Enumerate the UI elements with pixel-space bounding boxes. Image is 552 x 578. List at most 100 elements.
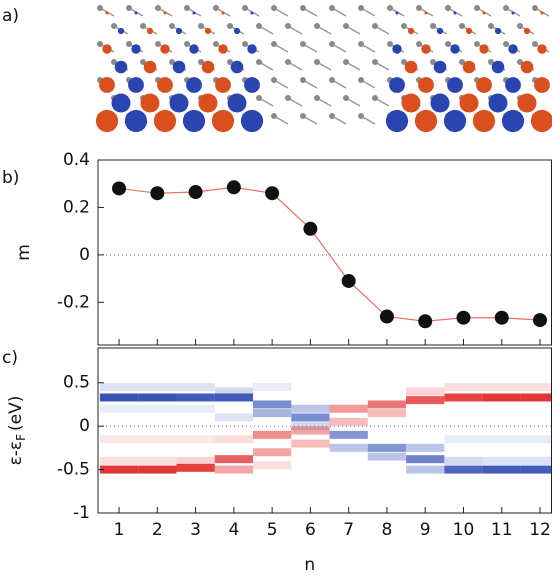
- atom: [271, 5, 277, 11]
- orbital-lobe: [537, 44, 547, 54]
- orbital-lobe: [204, 27, 212, 35]
- marker: [341, 273, 356, 288]
- x-tick-label: 11: [491, 520, 513, 540]
- orbital-lobe: [447, 77, 463, 93]
- x-tick-label: 10: [453, 520, 475, 540]
- level-band: [482, 393, 521, 402]
- level-band: [367, 400, 407, 409]
- atom: [401, 23, 407, 29]
- level-band: [482, 383, 521, 392]
- atom: [503, 5, 509, 11]
- atom: [256, 23, 262, 29]
- atom: [459, 59, 465, 65]
- level-band: [214, 465, 253, 474]
- atom: [213, 41, 219, 47]
- atom: [488, 59, 494, 65]
- level-band: [406, 387, 445, 396]
- atom: [517, 59, 523, 65]
- level-band: [138, 435, 177, 444]
- orbital-lobe: [414, 109, 438, 133]
- level-band: [367, 443, 407, 452]
- orbital-lobe: [250, 11, 254, 15]
- x-tick-label: 8: [382, 520, 393, 540]
- level-band: [291, 426, 330, 435]
- atom: [343, 95, 349, 101]
- atom: [517, 23, 523, 29]
- orbital-lobe: [102, 44, 112, 54]
- atom: [155, 41, 161, 47]
- level-band: [406, 455, 445, 464]
- orbital-lobe: [233, 27, 241, 35]
- orbital-lobe: [211, 109, 235, 133]
- y-tick-label: 0: [79, 245, 90, 265]
- y-tick-label: -0.2: [57, 292, 90, 312]
- x-tick-label: 4: [228, 520, 239, 540]
- atom: [300, 113, 306, 119]
- orbital-lobe: [436, 27, 444, 35]
- atom: [271, 77, 277, 83]
- atom: [532, 41, 538, 47]
- atom: [285, 23, 291, 29]
- level-band: [176, 404, 215, 413]
- atom: [227, 59, 233, 65]
- atom: [329, 77, 335, 83]
- level-band: [99, 456, 139, 465]
- x-tick-label: 1: [114, 520, 125, 540]
- level-band: [444, 456, 483, 465]
- orbital-lobe: [494, 27, 502, 35]
- atom: [329, 41, 335, 47]
- level-band: [329, 417, 368, 426]
- orbital-lobe: [160, 44, 170, 54]
- atom: [416, 5, 422, 11]
- orbital-lobe: [105, 11, 109, 15]
- atom: [97, 5, 103, 11]
- atom: [300, 5, 306, 11]
- level-band: [138, 465, 177, 474]
- orbital-lobe: [488, 93, 508, 113]
- level-band: [214, 393, 253, 402]
- orbital-lobe: [230, 60, 244, 74]
- y-tick-label: 0.2: [63, 197, 90, 217]
- orbital-lobe: [169, 93, 189, 113]
- orbital-lobe: [407, 27, 415, 35]
- atom: [387, 5, 393, 11]
- atom: [198, 59, 204, 65]
- atom: [300, 77, 306, 83]
- level-band: [214, 413, 253, 422]
- atom: [459, 23, 465, 29]
- level-band: [252, 383, 292, 392]
- atom: [430, 59, 436, 65]
- atom: [126, 41, 132, 47]
- atom: [474, 41, 480, 47]
- y-label-unit: (eV): [6, 396, 26, 431]
- orbital-lobe: [240, 109, 264, 133]
- panel-label: b): [2, 168, 19, 188]
- atom: [285, 59, 291, 65]
- orbital-lobe: [517, 93, 537, 113]
- orbital-lobe: [157, 77, 173, 93]
- orbital-lobe: [215, 77, 231, 93]
- orbital-lobe: [511, 11, 515, 15]
- atom: [256, 59, 262, 65]
- orbital-lobe: [114, 60, 128, 74]
- x-tick-label: 12: [529, 520, 551, 540]
- atom: [343, 59, 349, 65]
- level-band: [99, 393, 139, 402]
- marker: [265, 186, 280, 201]
- atom: [416, 41, 422, 47]
- orbital-lobe: [433, 60, 447, 74]
- atom: [140, 59, 146, 65]
- marker: [226, 180, 241, 195]
- orbital-lobe: [540, 11, 544, 15]
- level-band: [252, 461, 292, 470]
- level-band: [214, 435, 253, 444]
- level-band: [176, 383, 215, 392]
- orbital-lobe: [143, 60, 157, 74]
- level-band: [138, 456, 177, 465]
- atom: [474, 5, 480, 11]
- y-axis-label: m: [14, 244, 34, 261]
- orbital-lobe: [95, 109, 119, 133]
- level-band: [329, 404, 368, 413]
- marker: [303, 221, 318, 236]
- orbital-lobe: [175, 27, 183, 35]
